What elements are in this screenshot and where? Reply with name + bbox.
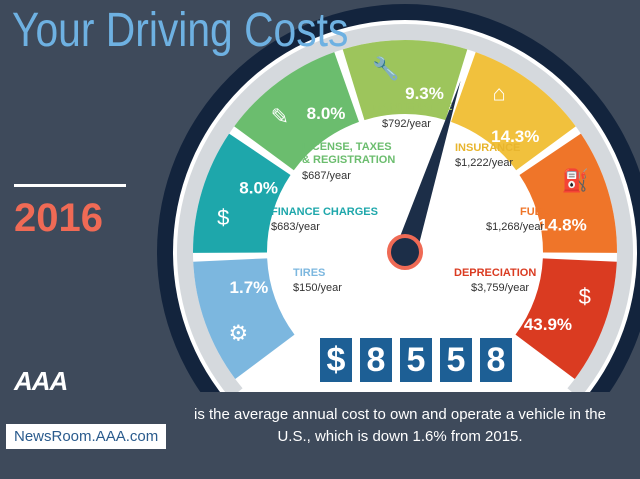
tires-amount: $150/year bbox=[293, 282, 342, 294]
segment-percent: 8.0% bbox=[307, 104, 346, 123]
total-digit: 8 bbox=[358, 336, 394, 384]
garage-car-icon: ⌂ bbox=[492, 81, 505, 106]
segment-percent: 14.8% bbox=[539, 216, 587, 235]
document-pen-icon: ✎ bbox=[271, 104, 289, 129]
needle-hub bbox=[387, 234, 423, 270]
gauge-segment-tires bbox=[193, 258, 295, 379]
gauge-segment-license bbox=[234, 52, 359, 171]
license-label: LICENSE, TAXES & REGISTRATION bbox=[302, 141, 396, 166]
gauge-segment-finance bbox=[193, 133, 291, 253]
depreciation-label: DEPRECIATION bbox=[454, 267, 537, 279]
segment-percent: 43.9% bbox=[524, 315, 572, 334]
money-stack-icon: $ bbox=[217, 205, 229, 230]
year: 2016 bbox=[14, 196, 103, 240]
divider bbox=[14, 184, 126, 187]
total-cost: $ 8 5 5 8 bbox=[318, 336, 514, 384]
segment-percent: 9.3% bbox=[405, 84, 444, 103]
finance-amount: $683/year bbox=[271, 221, 320, 233]
fuel-amount: $1,268/year bbox=[486, 221, 545, 233]
license-amount: $687/year bbox=[302, 170, 351, 182]
caption: is the average annual cost to own and op… bbox=[194, 406, 606, 445]
tools-icon: 🔧 bbox=[372, 55, 399, 81]
maintenance-label: MAINTENANCE bbox=[371, 101, 453, 113]
segment-percent: 14.3% bbox=[491, 127, 539, 146]
fuel-label: FUEL bbox=[520, 206, 549, 218]
gauge-needle bbox=[394, 80, 461, 256]
finance-label: FINANCE CHARGES bbox=[271, 206, 378, 218]
tires-label: TIRES bbox=[293, 267, 326, 279]
gauge-segment-maintenance bbox=[342, 40, 468, 121]
total-digit: $ bbox=[318, 336, 354, 384]
tire-icon: ⚙ bbox=[228, 320, 248, 345]
gauge-segment-depreciation bbox=[515, 258, 617, 379]
total-digit: 8 bbox=[478, 336, 514, 384]
insurance-amount: $1,222/year bbox=[455, 157, 514, 169]
aaa-logo: AAA bbox=[14, 366, 68, 396]
total-digit: 5 bbox=[398, 336, 434, 384]
page-title: Your Driving Costs bbox=[12, 4, 349, 57]
gauge-segment-fuel bbox=[519, 133, 617, 253]
segment-percent: 8.0% bbox=[239, 178, 278, 197]
car-dollar-icon: $ bbox=[579, 284, 591, 309]
insurance-label: INSURANCE bbox=[455, 142, 521, 154]
fuel-pump-icon: ⛽ bbox=[562, 168, 589, 193]
gauge-segment-insurance bbox=[451, 52, 576, 171]
segment-percent: 1.7% bbox=[230, 278, 269, 297]
total-digit: 5 bbox=[438, 336, 474, 384]
caption-background bbox=[175, 392, 640, 479]
newsroom-link[interactable]: NewsRoom.AAA.com bbox=[6, 424, 167, 449]
maintenance-amount: $792/year bbox=[382, 118, 431, 130]
depreciation-amount: $3,759/year bbox=[471, 282, 530, 294]
gauge-rim bbox=[177, 24, 634, 399]
